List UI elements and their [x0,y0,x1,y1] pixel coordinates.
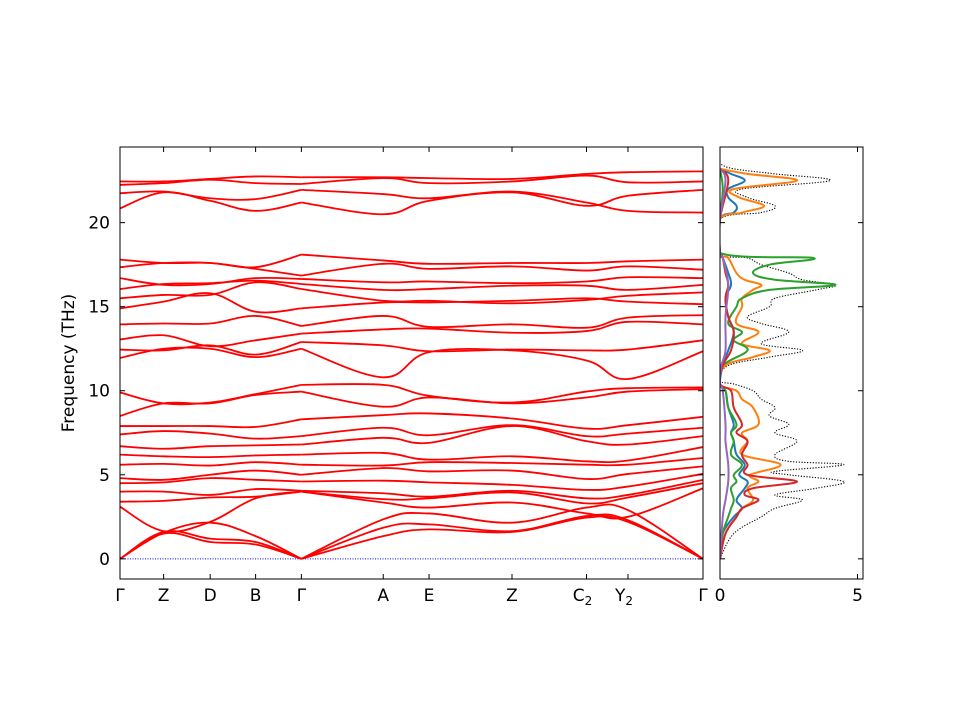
y-tick-label: 0 [99,550,110,570]
x-tick-label: Y2 [614,586,633,608]
phonon-band-21-b [301,288,703,305]
phonon-band-7-a [120,477,302,485]
phonon-band-14-a [120,390,302,417]
y-tick-label: 10 [88,382,110,402]
phonon-band-24-b [301,262,703,277]
y-axis-label: Frequency (THz) [59,294,79,433]
dos-axes-frame [719,146,864,580]
phonon-band-19-b [301,314,703,329]
phonon-band-14-b [301,388,703,408]
phonon-band-10-b [301,446,703,464]
x-tick-label: D [204,586,217,606]
phonon-band-16-a [120,346,302,359]
x-tick-label: C2 [573,586,593,608]
phonon-band-3-b [301,515,703,560]
x-tick-label: A [377,586,389,606]
phonon-band-25-b [301,253,703,265]
phonon-band-9-b [301,457,703,467]
phonon-band-29-b [301,170,703,181]
phonon-band-18-a [120,332,302,348]
phonon-band-24-a [120,261,302,277]
phonon-band-20-a [120,292,302,314]
dos-partial-curve-2 [720,167,799,560]
x-tick-label: Γ [115,586,125,606]
y-tick-label: 15 [88,298,110,318]
phonon-band-20-b [301,297,703,310]
dos-x-tick-label: 0 [715,586,726,606]
phonon-band-15-b [301,383,703,404]
dos-x-tick-label: 5 [852,586,863,606]
phonon-band-27-b [301,188,703,214]
phonon-band-5-a [120,490,302,503]
phonon-band-5-b [301,482,703,505]
phonon-band-23-b [301,276,703,285]
x-tick-label: Γ [297,586,307,606]
phonon-band-10-a [120,453,302,459]
phonon-band-17-b [301,339,703,353]
phonon-band-8-a [120,469,302,481]
phonon-band-4-b [301,487,703,520]
phonon-band-21-a [120,281,302,300]
phonon-band-11-a [120,443,302,450]
phonon-band-22-b [301,283,703,292]
band-structure-panel: 0 5 10 15 20 Γ Z D B Γ A E Z C2 Y2 Γ Frequency (THz) [59,146,708,608]
phonon-band-6-b [301,478,703,500]
phonon-band-12-a [120,430,302,440]
phonon-band-2-a [120,530,302,560]
phonon-band-7-b [301,473,703,491]
phonon-band-3-a [120,532,302,560]
phonon-band-15-a [120,383,302,406]
band-axes-frame [119,146,704,580]
y-tick-label: 5 [99,466,110,486]
x-tick-label: B [250,586,262,606]
x-tick-label: Γ [698,586,708,606]
phonon-band-8-b [301,465,703,480]
phonon-band-25-a [120,253,302,269]
phonon-band-23-a [120,276,302,287]
phonon-band-1-b [300,503,703,560]
phonon-band-26-a [120,191,302,212]
phonon-band-13-b [301,412,703,430]
phonon-band-9-a [120,461,302,467]
phonon-band-2-b [301,513,703,560]
phonon-band-16-b [301,347,703,380]
phonon-band-6-a [120,488,302,496]
x-tick-label: Z [506,586,518,606]
phonon-band-12-b [301,424,703,438]
y-tick-label: 20 [88,214,110,234]
dos-total-curve [720,163,846,560]
phonon-band-18-b [301,320,703,335]
phonon-band-27-a [120,188,302,201]
phonon-band-29-a [120,175,302,183]
x-tick-label: Z [158,586,170,606]
x-tick-label: E [424,586,435,606]
phonon-band-13-a [120,418,302,429]
phonon-band-19-a [120,315,302,327]
